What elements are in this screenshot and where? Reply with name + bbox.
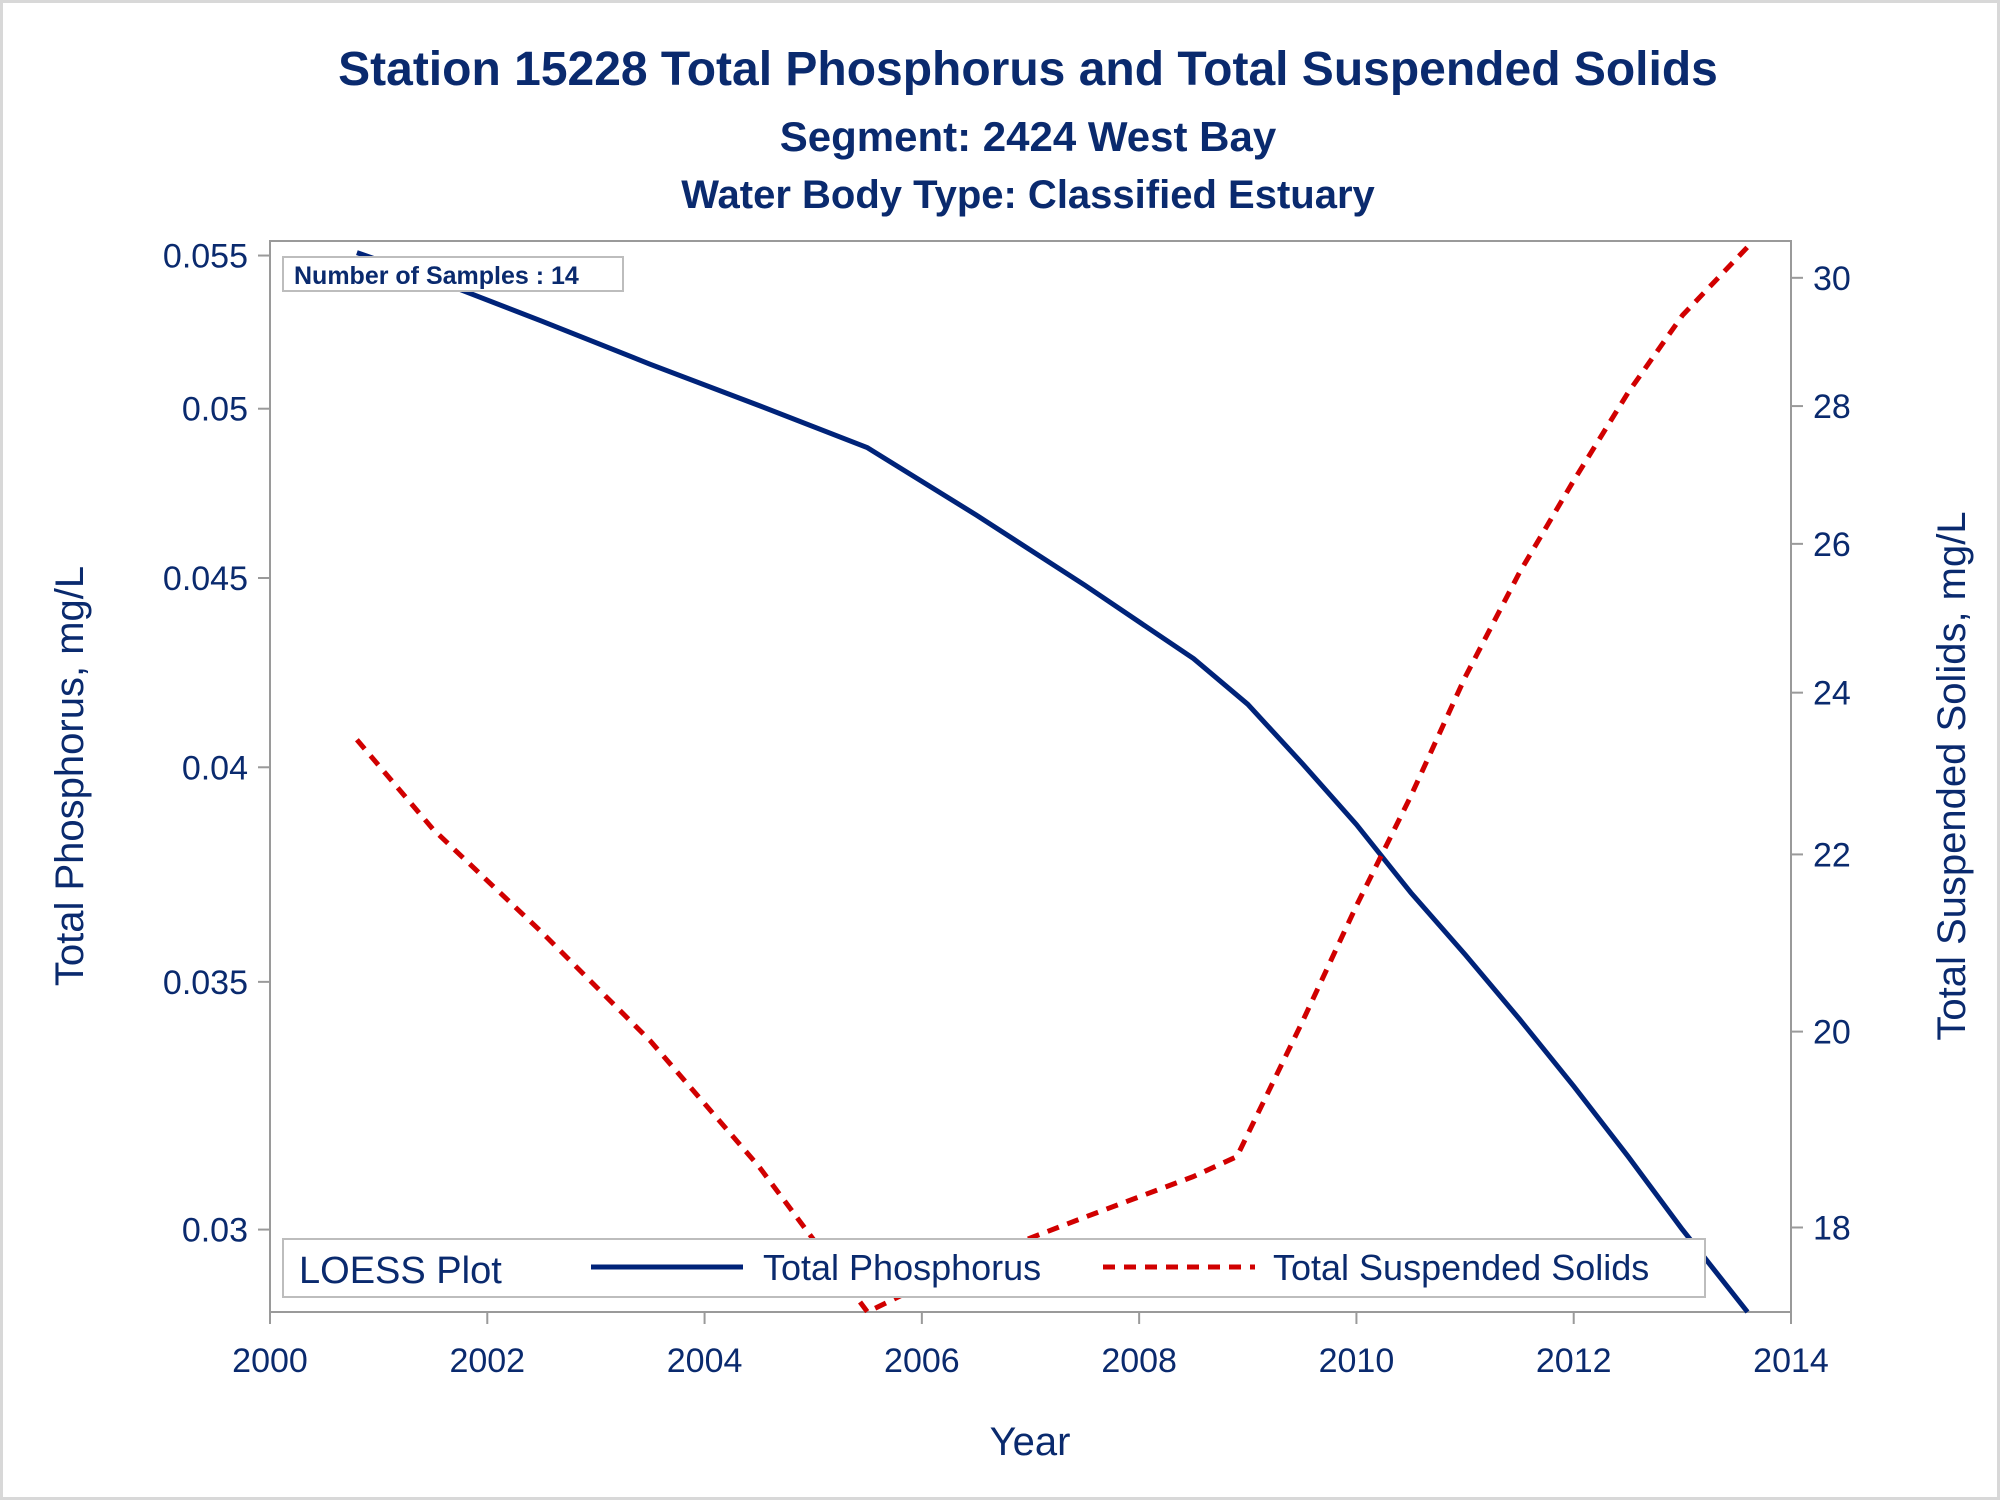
- y-axis-left: 0.03 0.035 0.04 0.045 0.05 0.055: [163, 238, 270, 1250]
- legend: LOESS Plot Total Phosphorus Total Suspen…: [282, 1238, 1706, 1298]
- y-tick-label: 0.055: [163, 238, 248, 276]
- y2-axis-label: Total Suspended Solids, mg/L: [1930, 511, 1974, 1040]
- chart-subtitle-2: Water Body Type: Classified Estuary: [681, 173, 1375, 217]
- y-tick-label: 0.05: [182, 391, 248, 429]
- x-axis: 2000 2002 2004 2006 2008 2010 2012 2014: [232, 1312, 1829, 1380]
- chart-svg: Station 15228 Total Phosphorus and Total…: [48, 43, 1974, 1464]
- sample-count-box: [282, 256, 624, 292]
- y-tick-label: 0.04: [182, 749, 248, 787]
- series-line-total-suspended-solids: [354, 245, 1750, 1315]
- y2-tick-label: 28: [1813, 388, 1851, 426]
- x-tick-label: 2012: [1536, 1342, 1612, 1380]
- sample-count-text: Number of Samples : 14: [294, 262, 579, 290]
- x-tick-label: 2014: [1753, 1342, 1829, 1380]
- y-tick-label: 0.045: [163, 560, 248, 598]
- chart-title: Station 15228 Total Phosphorus and Total…: [338, 43, 1718, 96]
- x-tick-label: 2010: [1319, 1342, 1395, 1380]
- y-axis-label: Total Phosphorus, mg/L: [48, 566, 92, 986]
- x-tick-label: 2002: [449, 1342, 525, 1380]
- x-tick-label: 2008: [1101, 1342, 1177, 1380]
- y-tick-label: 0.035: [163, 964, 248, 1002]
- y2-tick-label: 18: [1813, 1209, 1851, 1247]
- y-axis-right: 18 20 22 24 26 28 30: [1791, 260, 1851, 1247]
- legend-box: [282, 1238, 1706, 1298]
- y2-tick-label: 30: [1813, 260, 1851, 298]
- x-tick-label: 2000: [232, 1342, 308, 1380]
- legend-label-total-suspended-solids: Total Suspended Solids: [1273, 1247, 1649, 1288]
- legend-title: LOESS Plot: [299, 1250, 502, 1292]
- plot-area: [269, 240, 1792, 1313]
- x-axis-label: Year: [990, 1420, 1071, 1464]
- chart-subtitle: Segment: 2424 West Bay: [780, 113, 1277, 160]
- y-tick-label: 0.03: [182, 1212, 248, 1250]
- y2-tick-label: 26: [1813, 526, 1851, 564]
- y2-tick-label: 22: [1813, 836, 1851, 874]
- x-tick-label: 2006: [884, 1342, 960, 1380]
- legend-label-total-phosphorus: Total Phosphorus: [763, 1247, 1041, 1288]
- y2-tick-label: 24: [1813, 675, 1851, 713]
- y2-tick-label: 20: [1813, 1014, 1851, 1052]
- series-line-total-phosphorus: [356, 250, 1750, 1314]
- x-tick-label: 2004: [667, 1342, 743, 1380]
- sample-count-annotation: Number of Samples : 14: [282, 256, 624, 292]
- series-layer: [354, 245, 1750, 1315]
